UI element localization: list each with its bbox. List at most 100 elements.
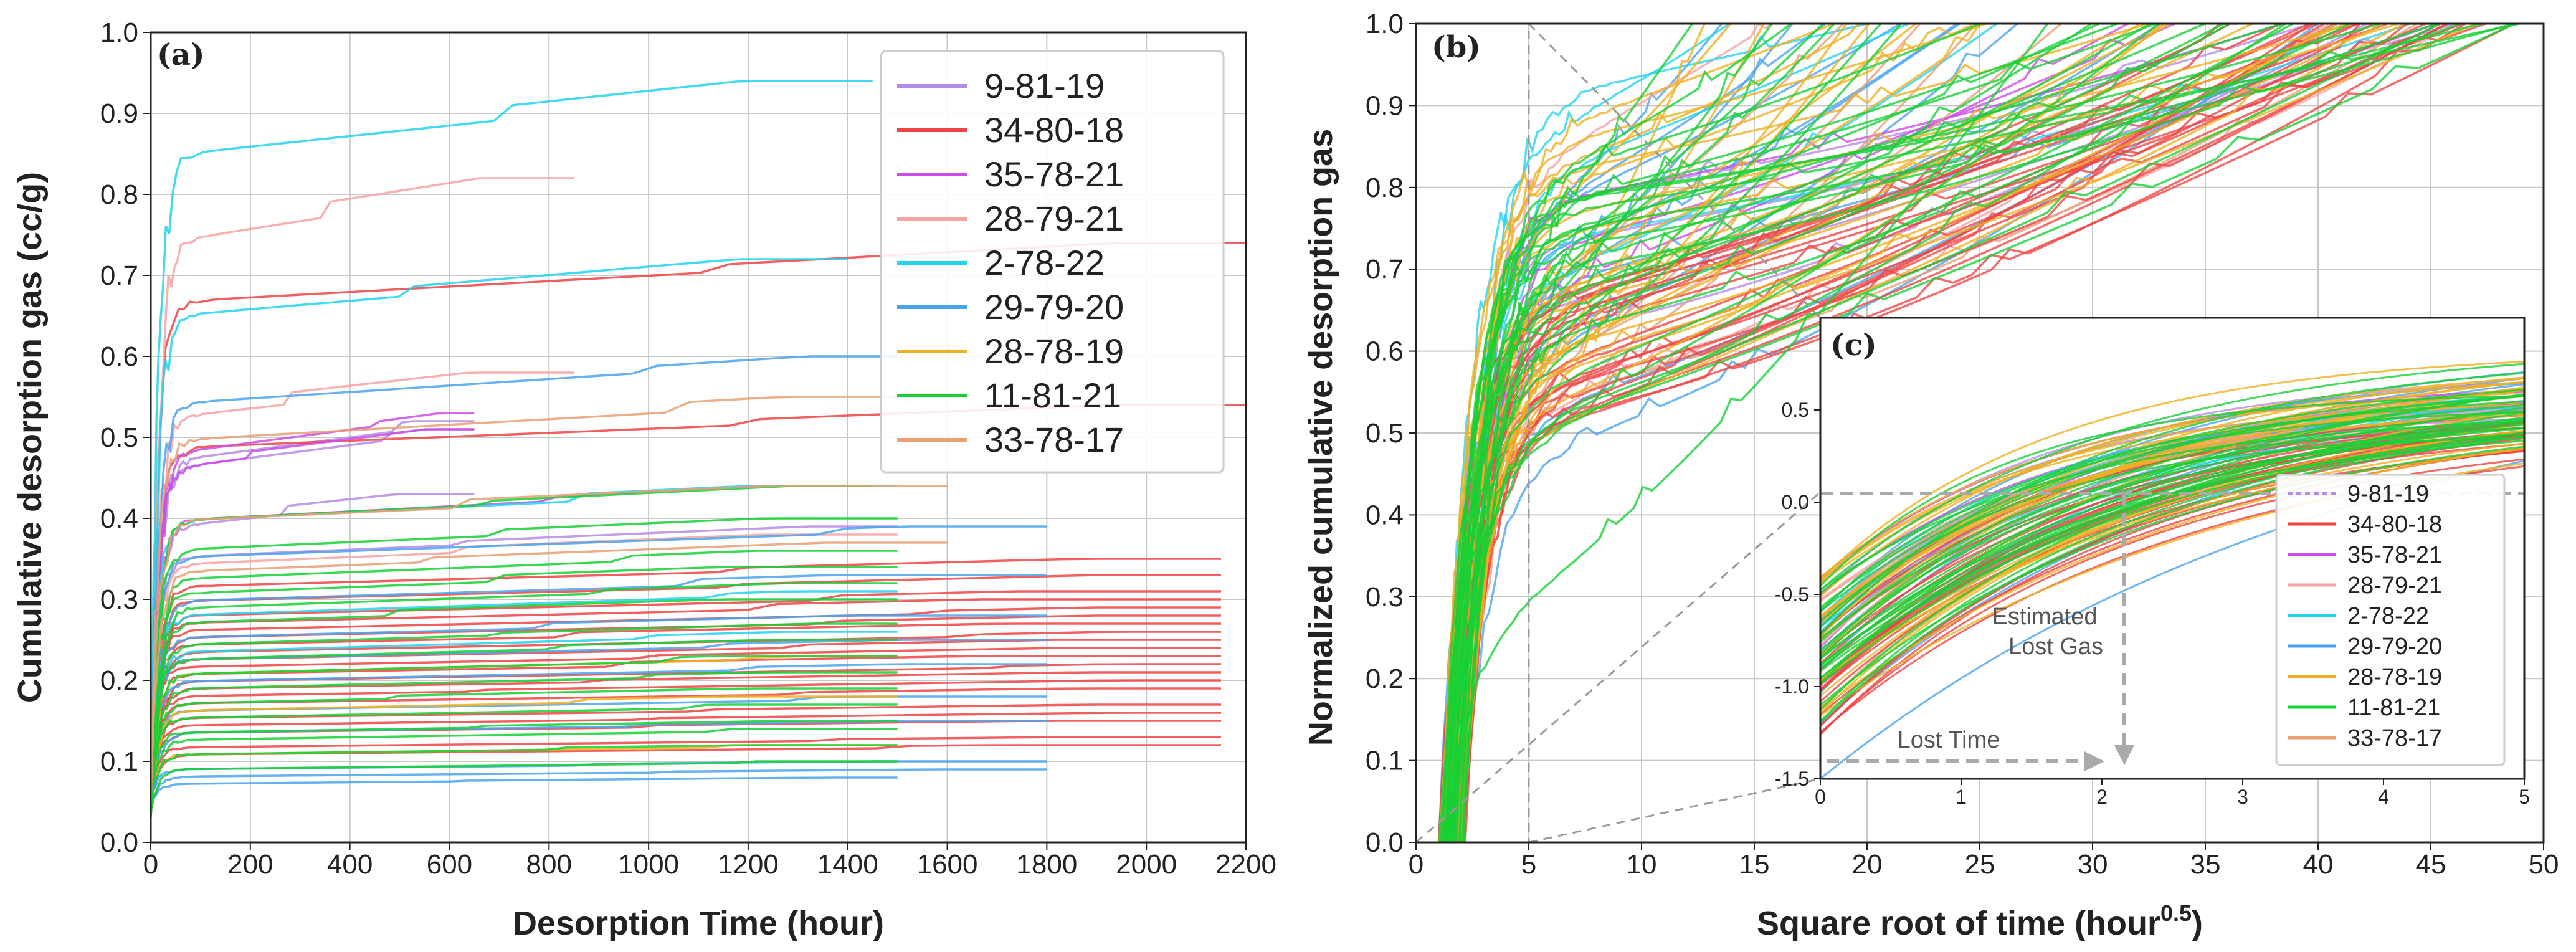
plot-b-x-axis-label-suffix: ) [2192,905,2203,942]
y-tick-label: 0.9 [1366,90,1404,121]
legend-a-label: 2-78-22 [984,243,1105,282]
lost-gas-label-line-1: Estimated [1992,604,2098,630]
legend-a-label: 28-78-19 [984,331,1124,371]
plot-b-x-axis-label-superscript: 0.5 [2160,900,2192,926]
curve-a-34-80-18 [151,687,1221,799]
y-tick-label: 0.0 [1366,827,1404,858]
curve-c-11-81-21 [1820,363,2524,591]
plot-c-frame [1819,317,2526,780]
x-tick-label: 5 [2519,786,2530,808]
x-tick-label: 200 [227,849,273,880]
x-tick-label: 0 [143,849,158,880]
curve-b-11-81-21 [1446,24,2482,842]
curve-b-11-81-21 [1442,24,2049,842]
curve-c-11-81-21 [1820,436,2524,724]
plot-c-curves [1820,361,2524,779]
x-tick-label: 1400 [817,849,878,880]
y-tick-label: 0.7 [100,260,138,291]
curve-a-33-78-17 [151,485,948,803]
x-tick-label: 1000 [618,849,679,880]
curve-c-28-78-19 [1820,429,2524,714]
x-tick-label: 10 [1627,849,1657,880]
y-tick-label: 0.7 [1366,254,1404,285]
curve-a-11-81-21 [151,728,898,808]
y-tick-label: 0.3 [1366,582,1404,612]
zoom-connector-bottom [1528,778,1821,844]
x-tick-label: 20 [1852,849,1883,880]
y-tick-label: -1.5 [1775,768,1809,790]
legend-c-label: 28-78-19 [2347,664,2442,690]
lost-time-label: Lost Time [1898,727,2000,753]
x-tick-label: 40 [2303,849,2334,880]
curve-a-28-78-19 [151,695,898,816]
curve-c-11-81-21 [1820,372,2524,635]
y-tick-label: 0.6 [1366,336,1404,367]
curve-a-34-80-18 [151,242,1246,791]
legend-c-label: 29-79-20 [2347,634,2442,660]
y-tick-label: 0.4 [1366,500,1404,530]
curve-c-11-81-21 [1820,427,2524,670]
zoom-connector-top [1528,22,1822,319]
curve-c-11-81-21 [1820,432,2524,651]
plot-a-y-axis-label: Cumulative desorption gas (cc/g) [11,172,49,703]
curve-c-28-78-19 [1820,411,2524,617]
x-tick-label: 1 [1956,786,1967,808]
x-tick-label: 35 [2190,849,2221,880]
x-tick-label: 0 [1409,849,1423,880]
curve-c-28-78-19 [1820,378,2524,597]
curve-c-11-81-21 [1820,394,2524,685]
curve-b-34-80-18 [1458,24,2466,842]
plot-c-legend-box [2275,474,2506,766]
x-tick-label: 0 [1815,786,1826,808]
curve-a-34-80-18 [151,679,1221,796]
curve-c-28-78-19 [1820,361,2524,581]
curve-a-2-78-22 [151,258,848,786]
lost-time-arrowhead [2084,751,2104,771]
curve-a-11-81-21 [151,655,898,792]
curve-a-11-81-21 [151,720,898,788]
legend-c-label: 35-78-21 [2347,542,2442,568]
x-tick-label: 30 [2078,849,2108,880]
legend-c-label: 9-81-19 [2347,481,2429,507]
plot-c-y-ticks: -1.5 -1.0 -0.5 0.0 0.5 [1775,399,1820,790]
curve-b-28-78-19 [1460,24,1848,842]
curve-c-11-81-21 [1820,395,2524,622]
plot-b-x-axis-label-main: Square root of time (hour [1757,905,2160,942]
lost-gas-label-line-2: Lost Gas [2008,634,2103,660]
x-tick-label: 45 [2416,849,2446,880]
panel-b-tag: (b) [1432,30,1481,65]
y-tick-label: 0.9 [100,98,138,129]
y-tick-label: 0.5 [1366,418,1404,449]
x-tick-label: 600 [427,849,472,880]
x-tick-label: 15 [1739,849,1770,880]
y-tick-label: 0.1 [1366,746,1404,776]
curve-a-34-80-18 [151,647,1221,795]
plot-c-legend-entries: 9-81-19 34-80-18 35-78-21 28-79-21 2-78-22 29… [2288,481,2442,751]
plot-a-x-ticks: 0 200 400 600 800 1000 1200 1400 1600 1800 2000 220… [143,842,1276,880]
curve-a-11-81-21 [151,744,898,803]
curve-a-33-78-17 [151,541,948,795]
curve-c-11-81-21 [1820,416,2524,665]
plot-b-x-axis-label: Square root of time (hour0.5) [1757,900,2203,942]
x-tick-label: 2000 [1116,849,1177,880]
curve-a-29-79-20 [151,776,898,805]
x-tick-label: 3 [2237,786,2248,808]
y-tick-label: -0.5 [1775,583,1809,606]
curve-c-28-78-19 [1820,381,2524,584]
legend-c-label: 11-81-21 [2347,695,2440,721]
curve-b-28-78-19 [1440,24,2399,842]
plot-a-legend: 9-81-19 34-80-18 35-78-21 28-79-21 2-78-22 29… [880,50,1225,474]
curve-b-11-81-21 [1438,24,1902,842]
legend-a-label: 11-81-21 [984,376,1121,415]
legend-a-label: 28-79-21 [984,199,1124,238]
x-tick-label: 1800 [1016,849,1077,880]
plot-b-x-ticks: 0 5 10 15 20 25 30 35 40 45 50 [1409,842,2559,880]
curve-c-34-80-18 [1820,437,2524,727]
curve-a-29-79-20 [151,768,1047,809]
curve-b-11-81-21 [1453,24,1882,842]
plot-a-legend-entries: 9-81-19 34-80-18 35-78-21 28-79-21 2-78-22 29… [897,66,1124,459]
curve-c-11-81-21 [1820,394,2524,587]
curve-b-11-81-21 [1440,24,1773,842]
x-tick-label: 5 [1521,849,1536,880]
